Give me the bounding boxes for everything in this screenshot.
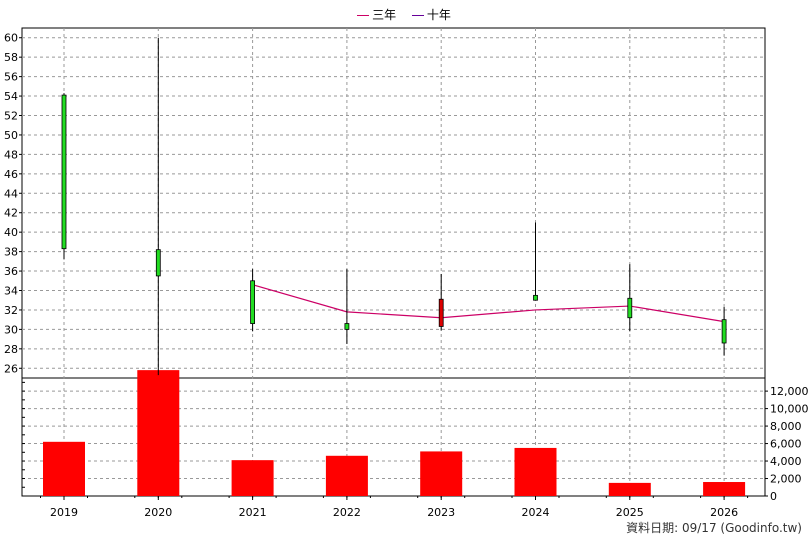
volume-bar (420, 451, 463, 496)
x-tick-label: 2026 (710, 506, 738, 519)
price-tick-label: 44 (4, 187, 18, 200)
price-tick-label: 32 (4, 304, 18, 317)
volume-bar (231, 460, 274, 496)
price-tick-label: 52 (4, 110, 18, 123)
candle-body (61, 94, 67, 250)
price-tick-label: 28 (4, 343, 18, 356)
volume-tick-label: 0 (770, 490, 777, 503)
candle-body (344, 323, 350, 330)
chart-legend: 三年 十年 (0, 6, 808, 23)
x-tick-label: 2020 (144, 506, 172, 519)
three-year-line (252, 284, 725, 323)
x-tick-label: 2024 (522, 506, 550, 519)
candle-body (533, 294, 538, 301)
volume-bar (137, 370, 180, 496)
x-tick-label: 2025 (616, 506, 644, 519)
candle-body (250, 280, 256, 324)
price-tick-label: 46 (4, 168, 18, 181)
volume-tick-label: 2,000 (770, 473, 802, 486)
price-tick-label: 30 (4, 323, 18, 336)
price-tick-label: 60 (4, 32, 18, 45)
price-tick-label: 38 (4, 246, 18, 259)
price-tick-label: 54 (4, 90, 18, 103)
price-tick-label: 42 (4, 207, 18, 220)
price-tick-label: 36 (4, 265, 18, 278)
legend-swatch-three-year (357, 15, 370, 16)
legend-item-three-year: 三年 (357, 6, 396, 23)
x-tick-label: 2021 (239, 506, 267, 519)
legend-swatch-ten-year (411, 15, 424, 16)
candle-body (155, 249, 161, 277)
candle-body (721, 319, 727, 344)
volume-tick-label: 6,000 (770, 438, 802, 451)
volume-tick-label: 12,000 (770, 385, 808, 398)
data-date-footnote: 資料日期: 09/17 (Goodinfo.tw) (626, 521, 802, 535)
volume-bar (43, 441, 85, 496)
volume-bar (514, 447, 557, 496)
volume-bar (703, 482, 746, 496)
price-tick-label: 34 (4, 285, 18, 298)
price-tick-label: 48 (4, 148, 18, 161)
price-tick-label: 26 (4, 362, 18, 375)
price-tick-label: 40 (4, 226, 18, 239)
candle-body (438, 298, 444, 327)
legend-label-ten-year: 十年 (426, 8, 451, 22)
volume-tick-label: 10,000 (770, 403, 808, 416)
legend-label-three-year: 三年 (372, 8, 397, 22)
price-panel-frame (21, 27, 766, 379)
price-tick-label: 58 (4, 51, 18, 64)
x-tick-label: 2023 (427, 506, 455, 519)
x-tick-label: 2022 (333, 506, 361, 519)
volume-tick-label: 8,000 (770, 420, 802, 433)
x-tick-label: 2019 (50, 506, 78, 519)
price-tick-label: 50 (4, 129, 18, 142)
volume-bar (325, 455, 368, 496)
candle-body (627, 297, 633, 319)
volume-bar (608, 482, 651, 496)
legend-item-ten-year: 十年 (411, 6, 451, 23)
price-tick-label: 56 (4, 71, 18, 84)
volume-tick-label: 4,000 (770, 455, 802, 468)
